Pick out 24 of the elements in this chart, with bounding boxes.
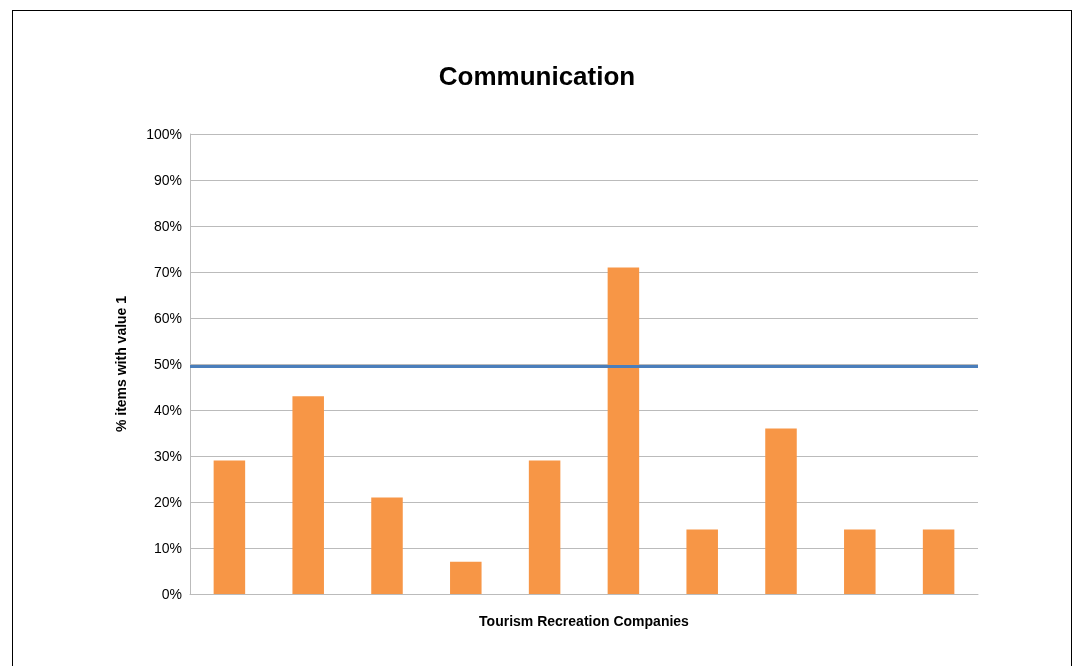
bar	[371, 497, 403, 594]
bar	[450, 561, 482, 594]
y-tick-label: 90%	[153, 172, 182, 188]
bar	[292, 396, 324, 594]
y-tick-label: 40%	[153, 402, 182, 418]
y-tick-label: 70%	[153, 264, 182, 280]
bar	[528, 460, 561, 594]
bar	[607, 267, 640, 594]
y-tick-label: 50%	[153, 356, 182, 372]
y-tick-label: 80%	[153, 218, 182, 234]
y-tick-label: 60%	[153, 310, 182, 326]
y-tick-label: 30%	[153, 448, 182, 464]
bar	[686, 529, 718, 594]
bar	[765, 428, 797, 594]
chart-title: Communication	[438, 61, 636, 91]
y-tick-label: 10%	[153, 540, 182, 556]
y-tick-label: 100%	[146, 126, 182, 142]
bar	[844, 529, 876, 594]
y-tick-label: 20%	[153, 494, 182, 510]
bar	[922, 529, 955, 594]
y-axis-title: % items with value 1	[113, 295, 129, 433]
y-tick-label: 0%	[161, 586, 182, 602]
bar	[213, 460, 246, 594]
x-axis-title: Tourism Recreation Companies	[479, 613, 690, 629]
